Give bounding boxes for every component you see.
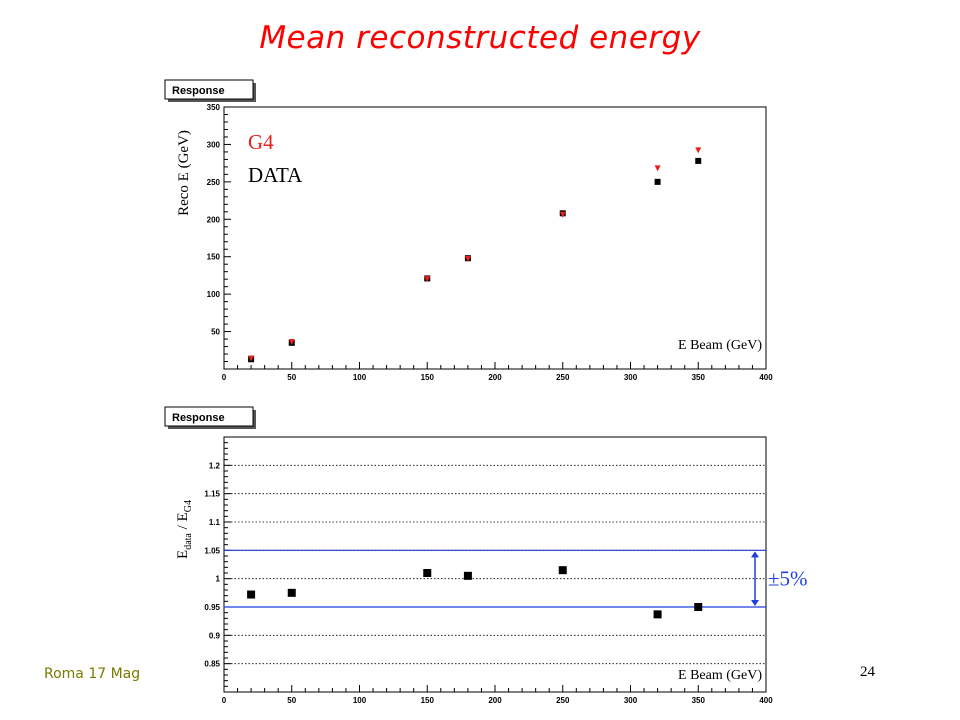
top-chart-box	[164, 79, 254, 100]
ratio-point-square	[653, 610, 662, 619]
top-x-tick-label: 350	[692, 373, 706, 382]
bottom-y-tick-label: 0.95	[204, 603, 220, 612]
ratio-point-square	[558, 566, 567, 575]
legend-g4: G4	[248, 130, 274, 154]
top-x-tick-label: 400	[759, 373, 773, 382]
bottom-x-tick-label: 400	[759, 696, 773, 705]
g4-point-triangle	[654, 165, 661, 172]
bottom-x-axis-title: E Beam (GeV)	[678, 668, 762, 683]
g4-point-triangle	[248, 355, 255, 362]
bottom-y-tick-label: 0.85	[204, 660, 220, 669]
top-x-tick-label: 200	[488, 373, 502, 382]
g4-point-triangle	[559, 211, 566, 218]
top-x-tick-label: 50	[287, 373, 296, 382]
band-arrow-head-down	[751, 600, 759, 606]
bottom-x-tick-label: 50	[287, 696, 296, 705]
y-axis-title-subscript: G4	[183, 500, 194, 512]
footer-venue: Roma 17 Mag	[44, 666, 141, 682]
page-number: 24	[860, 664, 875, 680]
top-x-tick-label: 100	[353, 373, 367, 382]
top-y-tick-label: 100	[207, 290, 221, 299]
bottom-x-tick-label: 0	[222, 696, 227, 705]
bottom-y-tick-label: 1.1	[209, 518, 221, 527]
g4-point-triangle	[464, 255, 471, 262]
legend-data: DATA	[248, 163, 303, 187]
top-chart-box-label: Response	[172, 85, 225, 97]
bottom-x-tick-label: 250	[556, 696, 570, 705]
top-y-tick-label: 250	[207, 178, 221, 187]
top-y-tick-label: 50	[211, 328, 220, 337]
g4-point-triangle	[424, 276, 431, 283]
ratio-point-square	[287, 588, 296, 597]
y-axis-title-subscript: data	[183, 533, 194, 550]
ratio-point-square	[463, 571, 472, 580]
data-point-square	[654, 178, 661, 185]
bottom-chart-box-label: Response	[172, 412, 225, 424]
top-x-tick-label: 0	[222, 373, 227, 382]
y-axis-title-part: / E	[175, 512, 191, 533]
bottom-plot-frame	[223, 436, 767, 693]
top-x-tick-label: 150	[421, 373, 435, 382]
g4-point-triangle	[695, 147, 702, 154]
y-axis-title-part: E	[175, 550, 191, 559]
bottom-x-tick-label: 300	[624, 696, 638, 705]
bottom-y-tick-label: 1	[216, 575, 221, 584]
top-x-tick-label: 250	[556, 373, 570, 382]
top-y-tick-label: 150	[207, 253, 221, 262]
bottom-y-tick-label: 1.2	[209, 461, 221, 470]
data-point-square	[695, 157, 702, 164]
top-x-axis-title: E Beam (GeV)	[678, 338, 762, 353]
top-x-tick-label: 300	[624, 373, 638, 382]
top-y-axis-title: Reco E (GeV)	[176, 130, 192, 216]
top-y-tick-label: 300	[207, 140, 221, 149]
top-y-tick-label: 350	[207, 103, 221, 112]
bottom-y-axis-title: Edata / EG4	[175, 500, 194, 559]
band-arrow-head-up	[751, 551, 759, 558]
top-plot-frame	[223, 106, 767, 370]
slide-title: Mean reconstructed energy	[259, 20, 701, 56]
bottom-x-tick-label: 150	[421, 696, 435, 705]
bottom-x-tick-label: 100	[353, 696, 367, 705]
g4-point-triangle	[288, 339, 295, 346]
ratio-point-square	[247, 590, 256, 599]
band-label: ±5%	[768, 567, 808, 591]
bottom-x-tick-label: 350	[692, 696, 706, 705]
bottom-x-tick-label: 200	[488, 696, 502, 705]
bottom-y-tick-label: 0.9	[209, 631, 221, 640]
top-y-tick-label: 200	[207, 215, 221, 224]
bottom-y-tick-label: 1.05	[204, 546, 220, 555]
bottom-y-tick-label: 1.15	[204, 490, 220, 499]
ratio-point-square	[694, 603, 703, 611]
bottom-chart-box	[164, 406, 254, 427]
ratio-point-square	[423, 569, 432, 577]
